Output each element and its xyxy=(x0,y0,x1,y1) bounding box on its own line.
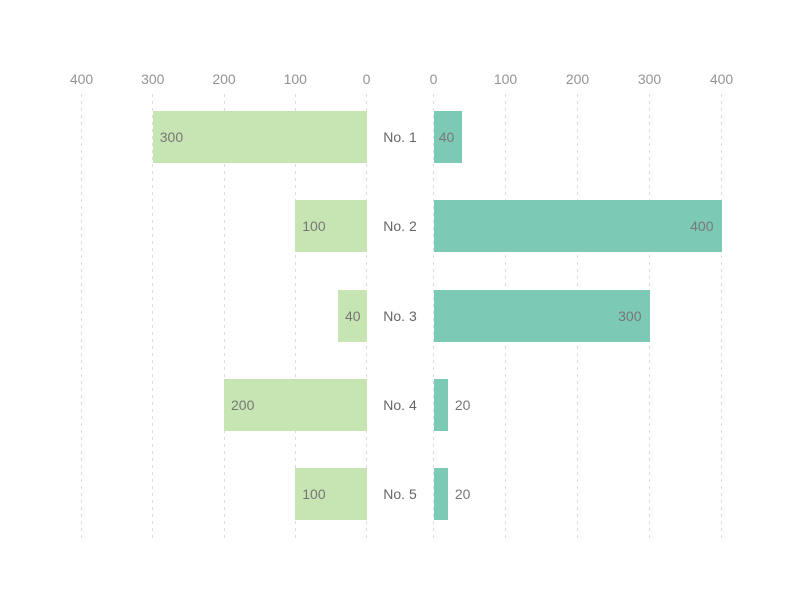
left-axis-tick-0: 400 xyxy=(69,71,94,87)
left-bar-2 xyxy=(295,200,367,253)
left-bar-value-1: 300 xyxy=(159,129,184,145)
left-axis-tick-4: 0 xyxy=(362,71,371,87)
left-bar-value-3: 40 xyxy=(345,307,361,324)
left-axis-tick-1: 300 xyxy=(141,71,165,87)
right-bar-2 xyxy=(433,200,722,253)
right-bar-4 xyxy=(433,378,448,431)
left-gridline-4 xyxy=(366,94,367,538)
category-label-3: No. 3 xyxy=(383,307,417,324)
category-label-5: No. 5 xyxy=(383,486,417,502)
right-bar-5 xyxy=(433,468,448,520)
category-label-1: No. 1 xyxy=(383,129,417,145)
left-bar-4 xyxy=(224,378,367,431)
right-axis-tick-2: 200 xyxy=(565,71,590,87)
right-bar-value-1: 40 xyxy=(438,129,455,145)
category-label-2: No. 2 xyxy=(383,218,417,235)
right-bar-1 xyxy=(433,111,463,163)
left-bar-value-5: 100 xyxy=(302,486,326,502)
left-bar-value-4: 200 xyxy=(231,396,255,413)
left-bar-value-2: 100 xyxy=(302,218,326,235)
right-bar-value-2: 400 xyxy=(690,218,714,235)
right-gridline-3 xyxy=(649,94,650,538)
left-gridline-0 xyxy=(81,94,82,538)
right-bar-3 xyxy=(433,289,650,342)
right-axis-tick-0: 0 xyxy=(429,71,438,87)
right-axis-tick-1: 100 xyxy=(493,71,518,87)
left-gridline-3 xyxy=(294,94,296,538)
left-gridline-2 xyxy=(223,94,225,538)
left-gridline-1 xyxy=(152,94,154,538)
right-axis-tick-3: 300 xyxy=(637,71,662,87)
left-bar-3 xyxy=(338,289,367,342)
right-bar-value-3: 300 xyxy=(618,307,642,324)
left-axis-tick-3: 100 xyxy=(283,71,307,87)
left-bar-1 xyxy=(152,111,367,163)
right-axis-tick-4: 400 xyxy=(709,71,734,87)
right-bar-value-5: 20 xyxy=(454,486,471,502)
right-bar-value-4: 20 xyxy=(454,396,471,413)
right-gridline-4 xyxy=(721,94,722,538)
left-axis-tick-2: 200 xyxy=(212,71,236,87)
category-label-4: No. 4 xyxy=(383,396,417,413)
left-bar-5 xyxy=(295,468,367,520)
